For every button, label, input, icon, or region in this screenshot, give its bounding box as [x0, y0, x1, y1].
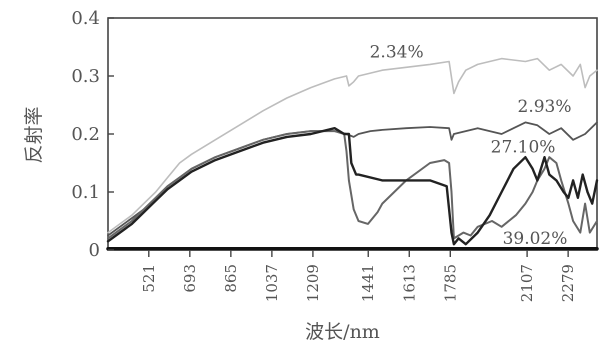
plot-area-frame: [107, 17, 598, 251]
x-tick-label: 1037: [263, 264, 281, 302]
x-tick-label: 1785: [441, 264, 459, 302]
x-tick-label: 1209: [304, 264, 322, 302]
y-tick-label: 0.4: [71, 8, 100, 29]
y-axis-label: 反射率: [23, 106, 45, 163]
x-tick-label: 2279: [559, 264, 577, 302]
x-tick-label: 1441: [359, 264, 377, 302]
percentage-annotation: 2.34%: [370, 42, 424, 62]
series-line-1: [107, 57, 598, 234]
x-tick-label: 521: [140, 264, 158, 293]
y-tick-label: 0.1: [71, 182, 100, 203]
x-tick-label: 865: [222, 264, 240, 293]
series-line-3: [107, 130, 598, 240]
percentage-annotation: 2.93%: [518, 97, 572, 117]
y-tick-label: 0.2: [71, 124, 100, 145]
x-tick-label: 693: [181, 264, 199, 293]
y-tick-label: 0: [89, 240, 100, 261]
y-tick-label: 0.3: [71, 66, 100, 87]
x-axis-label: 波长/nm: [305, 321, 380, 343]
series-line-4: [106, 126, 599, 246]
percentage-annotation: 27.10%: [491, 138, 556, 158]
x-tick-label: 1613: [400, 264, 418, 302]
percentage-annotation: 39.02%: [503, 229, 568, 249]
x-tick-label: 2107: [518, 264, 536, 302]
